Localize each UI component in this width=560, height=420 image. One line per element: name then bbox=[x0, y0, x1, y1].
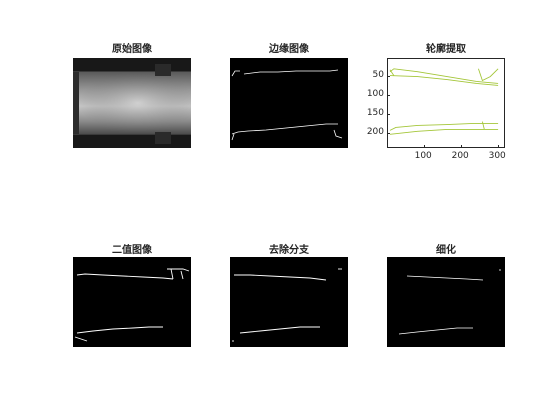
contour-x-tick bbox=[460, 145, 462, 148]
original-image-graphic bbox=[73, 58, 191, 148]
contour-lines bbox=[389, 68, 499, 135]
binary-image bbox=[73, 257, 191, 347]
contour-x-tick-label: 100 bbox=[414, 151, 432, 161]
panel-title-contour: 轮廓提取 bbox=[426, 44, 466, 55]
edge-image bbox=[230, 58, 348, 148]
contour-x-tick bbox=[497, 145, 499, 148]
contour-graphic bbox=[389, 68, 499, 135]
contour-x-tick-label: 200 bbox=[451, 151, 469, 161]
panel-title-binary: 二值图像 bbox=[112, 245, 152, 256]
branch-removal-image-graphic bbox=[232, 268, 342, 342]
contour-x-tick-label: 300 bbox=[488, 151, 506, 161]
contour-x-tick bbox=[423, 145, 425, 148]
contour-y-tick-label: 150 bbox=[366, 108, 384, 119]
contour-plot bbox=[387, 58, 505, 148]
branch-removal-image bbox=[230, 257, 348, 347]
contour-y-tick bbox=[387, 95, 390, 97]
contour-y-tick bbox=[387, 114, 390, 116]
panel-title-branch-removal: 去除分支 bbox=[269, 245, 309, 256]
contour-y-tick bbox=[387, 132, 390, 134]
panel-title-edges: 边缘图像 bbox=[269, 44, 309, 55]
contour-y-tick-label: 200 bbox=[366, 126, 384, 137]
contour-y-tick-label: 100 bbox=[366, 89, 384, 100]
panel-title-original: 原始图像 bbox=[112, 44, 152, 55]
contour-y-tick bbox=[387, 76, 390, 78]
contour-y-tick-label: 50 bbox=[372, 70, 384, 81]
thinning-image bbox=[387, 257, 505, 347]
edge-image-graphic bbox=[231, 69, 343, 141]
thinning-image-graphic bbox=[398, 269, 501, 335]
panel-title-thinning: 细化 bbox=[436, 245, 456, 256]
binary-image-graphic bbox=[74, 268, 190, 342]
original-image bbox=[73, 58, 191, 148]
